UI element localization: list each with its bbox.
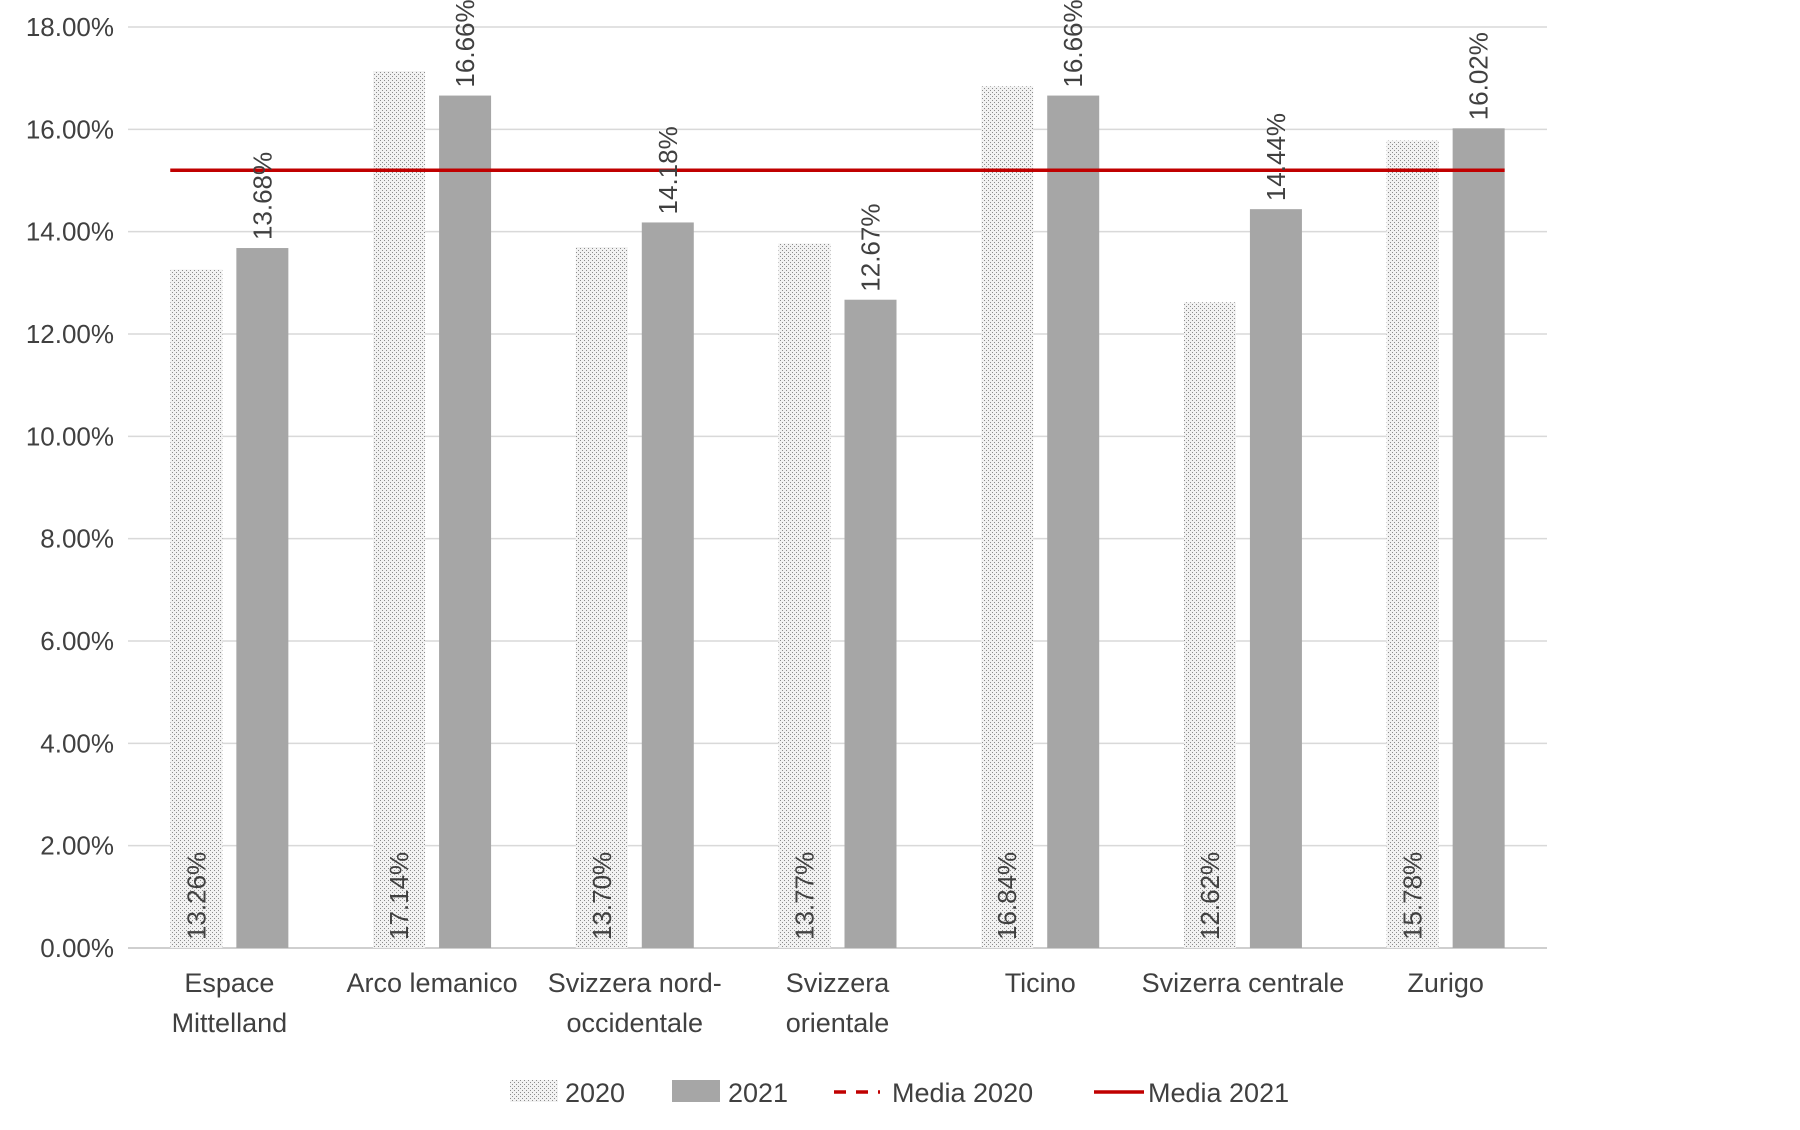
x-category-label: Svizzera nord-occidentale: [548, 968, 722, 1038]
data-labels: 13.26% 13.68% 17.14% 16.66% 13.70% 14.18% 13.7…: [181, 0, 1493, 940]
x-category-label-line: Ticino: [1005, 968, 1076, 998]
bar-2021: [1249, 209, 1302, 949]
y-tick-label: 0.00%: [40, 933, 114, 963]
data-label-2020: 13.26%: [181, 852, 211, 940]
bar-2021: [1047, 95, 1100, 948]
bar-2020: [1386, 140, 1439, 949]
y-tick-label: 10.00%: [26, 421, 114, 451]
y-tick-label: 4.00%: [40, 728, 114, 758]
x-category-label-line: Zurigo: [1407, 968, 1484, 998]
x-category-label-line: Svizzera nord-: [548, 968, 722, 998]
data-label-2021: 14.18%: [653, 126, 683, 214]
data-label-2021: 16.66%: [1058, 0, 1088, 88]
data-label-2021: 13.68%: [247, 152, 277, 240]
bar-2021: [1452, 128, 1505, 948]
y-tick-label: 12.00%: [26, 319, 114, 349]
legend-label-media-2021: Media 2021: [1148, 1078, 1289, 1108]
legend: 2020 2021 Media 2020 Media 2021: [510, 1078, 1289, 1108]
x-category-label: Espace Mittelland: [172, 968, 288, 1038]
bar-2020: [778, 243, 831, 948]
legend-swatch-2021: [672, 1080, 720, 1102]
data-label-2021: 14.44%: [1261, 113, 1291, 201]
x-category-label: Zurigo: [1407, 968, 1484, 998]
x-category-label-line: occidentale: [566, 1008, 703, 1038]
data-label-2020: 13.77%: [790, 852, 820, 940]
x-axis-category-labels: Espace Mittelland Arco lemanico Svizzera no…: [172, 968, 1484, 1038]
x-category-label: Arco lemanico: [347, 968, 518, 998]
x-category-label-line: Arco lemanico: [347, 968, 518, 998]
data-label-2020: 13.70%: [587, 852, 617, 940]
x-category-label: Ticino: [1005, 968, 1076, 998]
data-label-2020: 17.14%: [384, 852, 414, 940]
y-tick-label: 8.00%: [40, 524, 114, 554]
x-category-label: Svizzera orientale: [786, 968, 891, 1038]
bar-2021: [641, 222, 694, 948]
legend-swatch-2020: [510, 1080, 558, 1102]
gridlines: [128, 26, 1547, 949]
y-tick-label: 2.00%: [40, 831, 114, 861]
data-label-2020: 12.62%: [1195, 852, 1225, 940]
y-tick-label: 16.00%: [26, 114, 114, 144]
bar-2020: [981, 86, 1034, 948]
legend-label-2020: 2020: [565, 1078, 625, 1108]
bar-2020: [170, 269, 223, 948]
x-category-label: Svizerra centrale: [1142, 968, 1345, 998]
bar-2020: [373, 71, 426, 948]
x-category-label-line: Svizerra centrale: [1142, 968, 1345, 998]
x-category-label-line: orientale: [786, 1008, 890, 1038]
x-category-label-line: Mittelland: [172, 1008, 288, 1038]
y-tick-label: 6.00%: [40, 626, 114, 656]
legend-label-media-2020: Media 2020: [892, 1078, 1033, 1108]
bar-2020: [575, 247, 628, 948]
bar-2021: [439, 95, 492, 948]
data-label-2021: 16.66%: [450, 0, 480, 88]
legend-label-2021: 2021: [728, 1078, 788, 1108]
data-label-2020: 16.84%: [992, 852, 1022, 940]
y-tick-label: 14.00%: [26, 217, 114, 247]
bar-2020: [1183, 302, 1236, 948]
x-category-label-line: Espace: [184, 968, 274, 998]
data-label-2021: 12.67%: [856, 204, 886, 292]
bar-2021: [236, 248, 289, 949]
data-label-2020: 15.78%: [1398, 852, 1428, 940]
bars: [170, 71, 1505, 949]
y-axis-tick-labels: 0.00% 2.00% 4.00% 6.00% 8.00% 10.00% 12.00% 14.…: [26, 12, 114, 963]
y-tick-label: 18.00%: [26, 12, 114, 42]
x-category-label-line: Svizzera: [786, 968, 891, 998]
data-label-2021: 16.02%: [1464, 32, 1494, 120]
bar-2021: [844, 299, 897, 948]
